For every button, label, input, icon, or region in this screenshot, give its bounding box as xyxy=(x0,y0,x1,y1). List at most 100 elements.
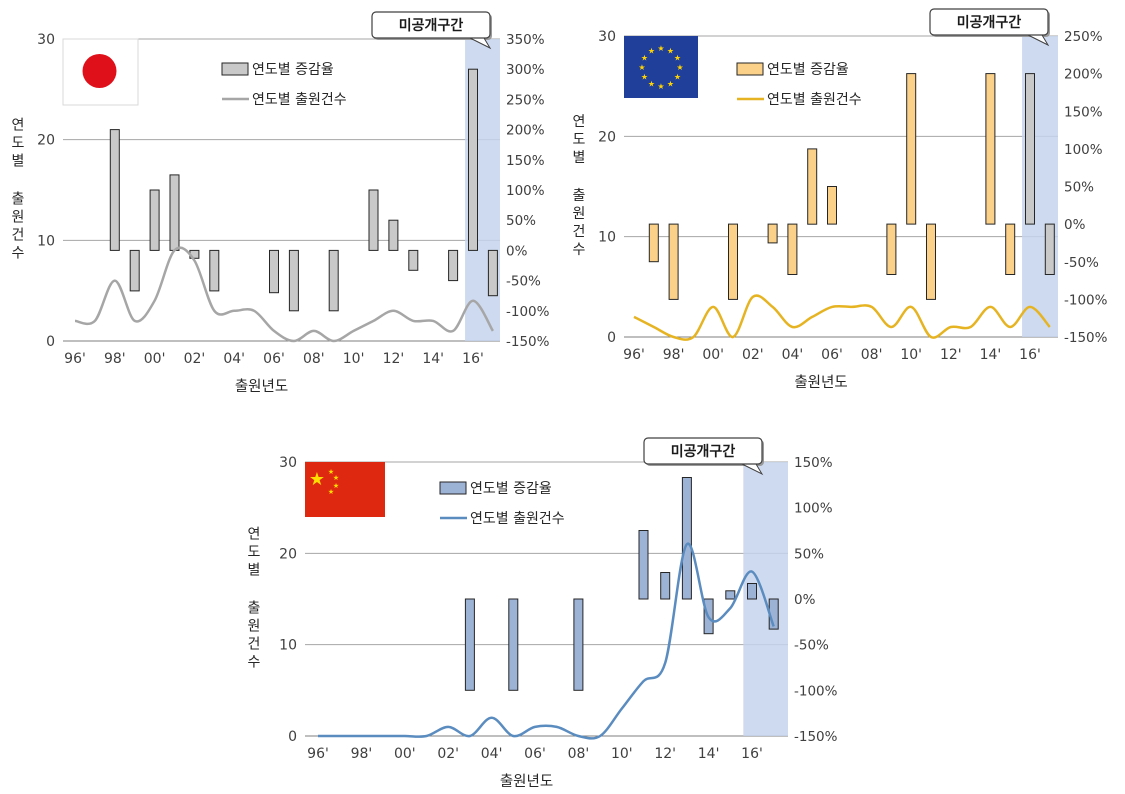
china-flag-big-star: ★ xyxy=(309,469,325,490)
bar-2003 xyxy=(767,223,778,244)
bar-2014 xyxy=(985,73,996,225)
bar-2015 xyxy=(448,249,459,282)
bar-2005 xyxy=(508,598,519,691)
x-tick-label: 04' xyxy=(782,347,804,363)
x-tick-label: 10' xyxy=(343,351,365,367)
eu-flag-star: ★ xyxy=(676,63,683,72)
x-tick-label: 04' xyxy=(223,351,245,367)
y2-tick-label: 0% xyxy=(1064,217,1086,233)
y-tick-label: 0 xyxy=(46,334,55,350)
y2-tick-label: 100% xyxy=(1064,142,1103,158)
chart-cn: 0 10 20 30 -150% -100% -50% 0% 50% 100% 150% 96' 98'… xyxy=(245,437,838,790)
y2-tick-label: -50% xyxy=(794,638,829,654)
x-tick-label: 02' xyxy=(437,746,459,762)
x-tick-label: 14' xyxy=(980,347,1002,363)
y2-tick-label: -150% xyxy=(794,729,838,745)
y2-tick-label: 300% xyxy=(506,62,545,78)
y-tick-label: 0 xyxy=(607,330,616,346)
bar-2009 xyxy=(886,223,897,276)
x-tick-label: 98' xyxy=(663,347,685,363)
y2-tick-label: 150% xyxy=(794,455,833,471)
count-line xyxy=(318,542,775,740)
bar-2011 xyxy=(638,530,649,600)
y2-tick-label: 250% xyxy=(506,92,545,108)
unpublished-callout: 미공개구간 xyxy=(371,11,492,50)
legend-bar-swatch xyxy=(736,62,764,76)
china-flag-small-star: ★ xyxy=(333,474,339,482)
x-tick-label: 06' xyxy=(821,347,843,363)
legend-bar-label: 연도별 증감율 xyxy=(470,481,552,497)
bar-2012 xyxy=(388,219,399,251)
callout-box xyxy=(643,437,763,465)
x-tick-label: 98' xyxy=(351,746,373,762)
x-tick-label: 10' xyxy=(900,347,922,363)
x-tick-label: 08' xyxy=(568,746,590,762)
y-tick-label: 20 xyxy=(279,546,297,562)
bar-2017 xyxy=(1044,223,1055,276)
y2-tick-label: -150% xyxy=(506,334,550,350)
bar-2006 xyxy=(269,249,279,294)
japan-flag-sun xyxy=(82,54,117,88)
bar-1999 xyxy=(129,249,140,292)
x-axis-title: 출원년도 xyxy=(500,773,553,790)
x-tick-label: 16' xyxy=(741,746,763,762)
x-tick-label: 14' xyxy=(698,746,720,762)
bar-2012 xyxy=(660,572,671,600)
y2-tick-label: 100% xyxy=(794,501,833,517)
x-tick-label: 16' xyxy=(462,351,484,367)
bar-1997 xyxy=(648,223,659,263)
bar-2015 xyxy=(1005,223,1016,276)
x-axis-title: 출원년도 xyxy=(235,378,288,395)
x-tick-label: 08' xyxy=(303,351,325,367)
count-line xyxy=(633,294,1051,341)
callout-label: 미공개구간 xyxy=(399,17,464,34)
bar-2007 xyxy=(288,249,299,312)
x-tick-label: 10' xyxy=(611,746,633,762)
x-tick-label: 06' xyxy=(524,746,546,762)
y2-tick-label: 200% xyxy=(1064,67,1103,83)
bar-2011 xyxy=(368,189,379,251)
x-tick-label: 02' xyxy=(184,351,206,367)
callout-label: 미공개구간 xyxy=(957,14,1022,31)
y2-tick-label: 250% xyxy=(1064,29,1103,45)
eu-flag-star: ★ xyxy=(657,82,664,91)
bar-2011 xyxy=(926,223,936,300)
x-tick-label: 02' xyxy=(742,347,764,363)
china-flag-small-star: ★ xyxy=(333,482,339,490)
y2-tick-label: 50% xyxy=(506,213,536,229)
eu-flag-star: ★ xyxy=(648,47,655,56)
x-tick-label: 06' xyxy=(263,351,285,367)
x-tick-label: 08' xyxy=(861,347,883,363)
y-tick-label: 30 xyxy=(37,32,55,48)
eu-flag-star: ★ xyxy=(641,54,648,63)
y2-tick-label: 200% xyxy=(506,123,545,139)
bar-2015 xyxy=(725,590,736,600)
y2-tick-label: -150% xyxy=(1064,330,1108,346)
y2-tick-label: 150% xyxy=(506,153,545,169)
x-tick-label: 00' xyxy=(394,746,416,762)
x-tick-label: 98' xyxy=(104,351,126,367)
legend-line-label: 연도별 출원건수 xyxy=(252,92,347,108)
callout-box xyxy=(371,11,491,39)
x-tick-label: 12' xyxy=(940,347,962,363)
callout-box xyxy=(929,8,1049,36)
bar-2016 xyxy=(468,68,478,251)
eu-flag-star: ★ xyxy=(667,80,674,89)
eu-flag-star: ★ xyxy=(648,80,655,89)
chart-eu: 0 10 20 30 -150% -100% -50% 0% 50% 100% 150% 200% 25… xyxy=(570,8,1108,391)
x-tick-label: 14' xyxy=(422,351,444,367)
y-tick-label: 10 xyxy=(279,638,297,654)
y-axis-title: 연도별 출원건수 xyxy=(570,114,586,260)
bar-2016 xyxy=(1025,73,1035,225)
chart-jp: 0 10 20 30 -150% -100% -50% 0% 50% 100% 150% 200% 25… xyxy=(9,11,550,395)
count-line xyxy=(74,246,494,343)
y2-tick-label: 150% xyxy=(1064,104,1103,120)
bar-2010 xyxy=(906,73,917,225)
bar-2000 xyxy=(149,189,160,251)
x-axis-title: 출원년도 xyxy=(794,374,847,391)
y2-tick-label: 100% xyxy=(506,183,545,199)
bar-2013 xyxy=(408,249,419,271)
